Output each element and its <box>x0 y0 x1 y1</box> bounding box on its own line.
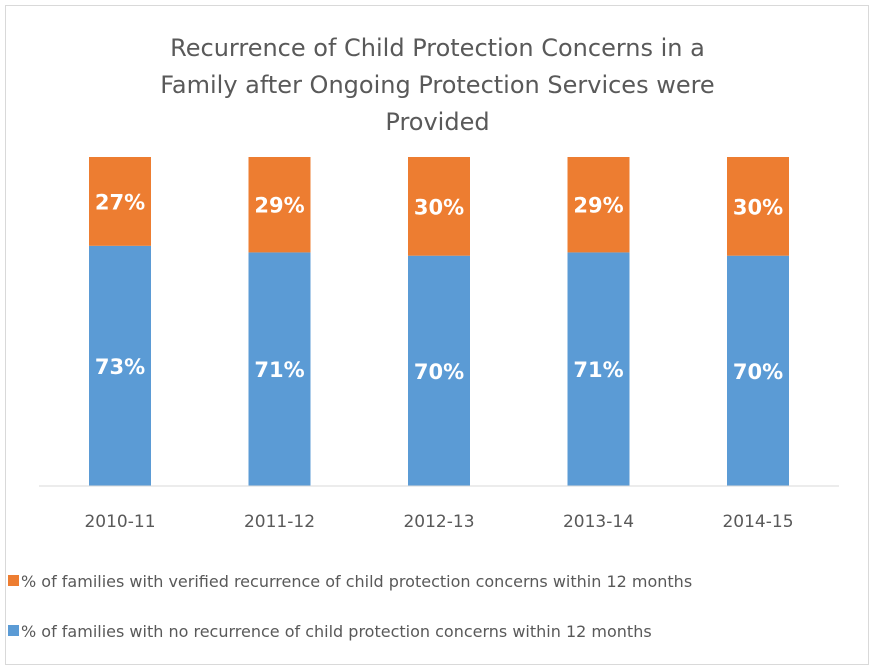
bar-recurrence-2010-11 <box>89 157 151 246</box>
legend-swatch-no-recurrence <box>8 625 19 636</box>
bars-group: 73% 27% 71% 29% 70% 30% 71% 29% 70% 30% <box>89 157 789 486</box>
chart-title-line-3: Provided <box>385 108 490 136</box>
bar-no-recurrence-2013-14 <box>567 252 630 486</box>
legend-item-recurrence: % of families with verified recurrence o… <box>5 572 870 591</box>
legend-label-recurrence: % of families with verified recurrence o… <box>21 572 693 591</box>
chart-title: Recurrence of Child Protection Concerns … <box>0 30 875 141</box>
data-label-recurrence-2014-15: 30% <box>733 195 783 219</box>
legend-swatch-recurrence <box>8 575 19 586</box>
x-tick-label-2013-14: 2013-14 <box>563 512 634 532</box>
data-label-no-recurrence-2011-12: 71% <box>254 358 304 382</box>
data-label-no-recurrence-2012-13: 70% <box>414 360 464 384</box>
legend-label-no-recurrence: % of families with no recurrence of chil… <box>21 622 652 641</box>
data-label-recurrence-2011-12: 29% <box>254 194 304 218</box>
bar-recurrence-2013-14 <box>567 157 630 253</box>
bar-no-recurrence-2014-15 <box>727 255 789 486</box>
bar-recurrence-2012-13 <box>408 157 470 256</box>
x-tick-labels: 2010-11 2011-12 2012-13 2013-14 2014-15 <box>84 512 793 532</box>
legend-item-no-recurrence: % of families with no recurrence of chil… <box>5 622 870 641</box>
bar-no-recurrence-2012-13 <box>408 255 470 486</box>
bar-no-recurrence-2010-11 <box>89 245 151 486</box>
x-tick-label-2010-11: 2010-11 <box>84 512 155 532</box>
x-tick-label-2012-13: 2012-13 <box>403 512 474 532</box>
x-tick-label-2014-15: 2014-15 <box>722 512 793 532</box>
bar-recurrence-2014-15 <box>727 157 789 256</box>
data-label-recurrence-2010-11: 27% <box>95 190 145 214</box>
data-label-recurrence-2013-14: 29% <box>573 194 623 218</box>
data-label-no-recurrence-2010-11: 73% <box>95 355 145 379</box>
bar-no-recurrence-2011-12 <box>248 252 311 486</box>
chart-title-line-2: Family after Ongoing Protection Services… <box>160 71 715 99</box>
data-label-recurrence-2012-13: 30% <box>414 195 464 219</box>
bar-recurrence-2011-12 <box>248 157 311 253</box>
data-label-no-recurrence-2013-14: 71% <box>573 358 623 382</box>
chart-title-line-1: Recurrence of Child Protection Concerns … <box>170 34 705 62</box>
x-tick-label-2011-12: 2011-12 <box>244 512 315 532</box>
data-label-no-recurrence-2014-15: 70% <box>733 360 783 384</box>
